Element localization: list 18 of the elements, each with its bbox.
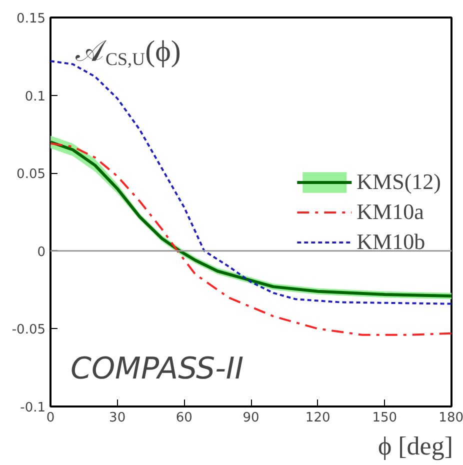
annotation: COMPASS-II: [70, 352, 244, 386]
x-tick-label: 30: [109, 410, 126, 426]
legend-label: KMS(12): [356, 168, 441, 194]
y-tick-label: 0.1: [24, 89, 46, 104]
y-tick-label: -0.1: [20, 400, 46, 416]
x-tick-label: 180: [438, 410, 463, 426]
y-tick-label: 0: [37, 244, 46, 260]
x-axis-title: ϕ [deg]: [378, 432, 454, 460]
y-tick-label: 0.05: [16, 167, 46, 182]
x-tick-label: 120: [305, 410, 330, 426]
line-series: [50, 142, 452, 336]
legend-label: KM10a: [356, 198, 424, 224]
y-tick-label: 0.15: [16, 12, 46, 26]
x-tick-label: 60: [176, 410, 192, 426]
legend-label: KM10b: [356, 228, 426, 254]
x-tick-label: 90: [242, 410, 260, 426]
y-tick-label: -0.05: [12, 322, 46, 338]
x-tick-label: 150: [372, 410, 398, 426]
